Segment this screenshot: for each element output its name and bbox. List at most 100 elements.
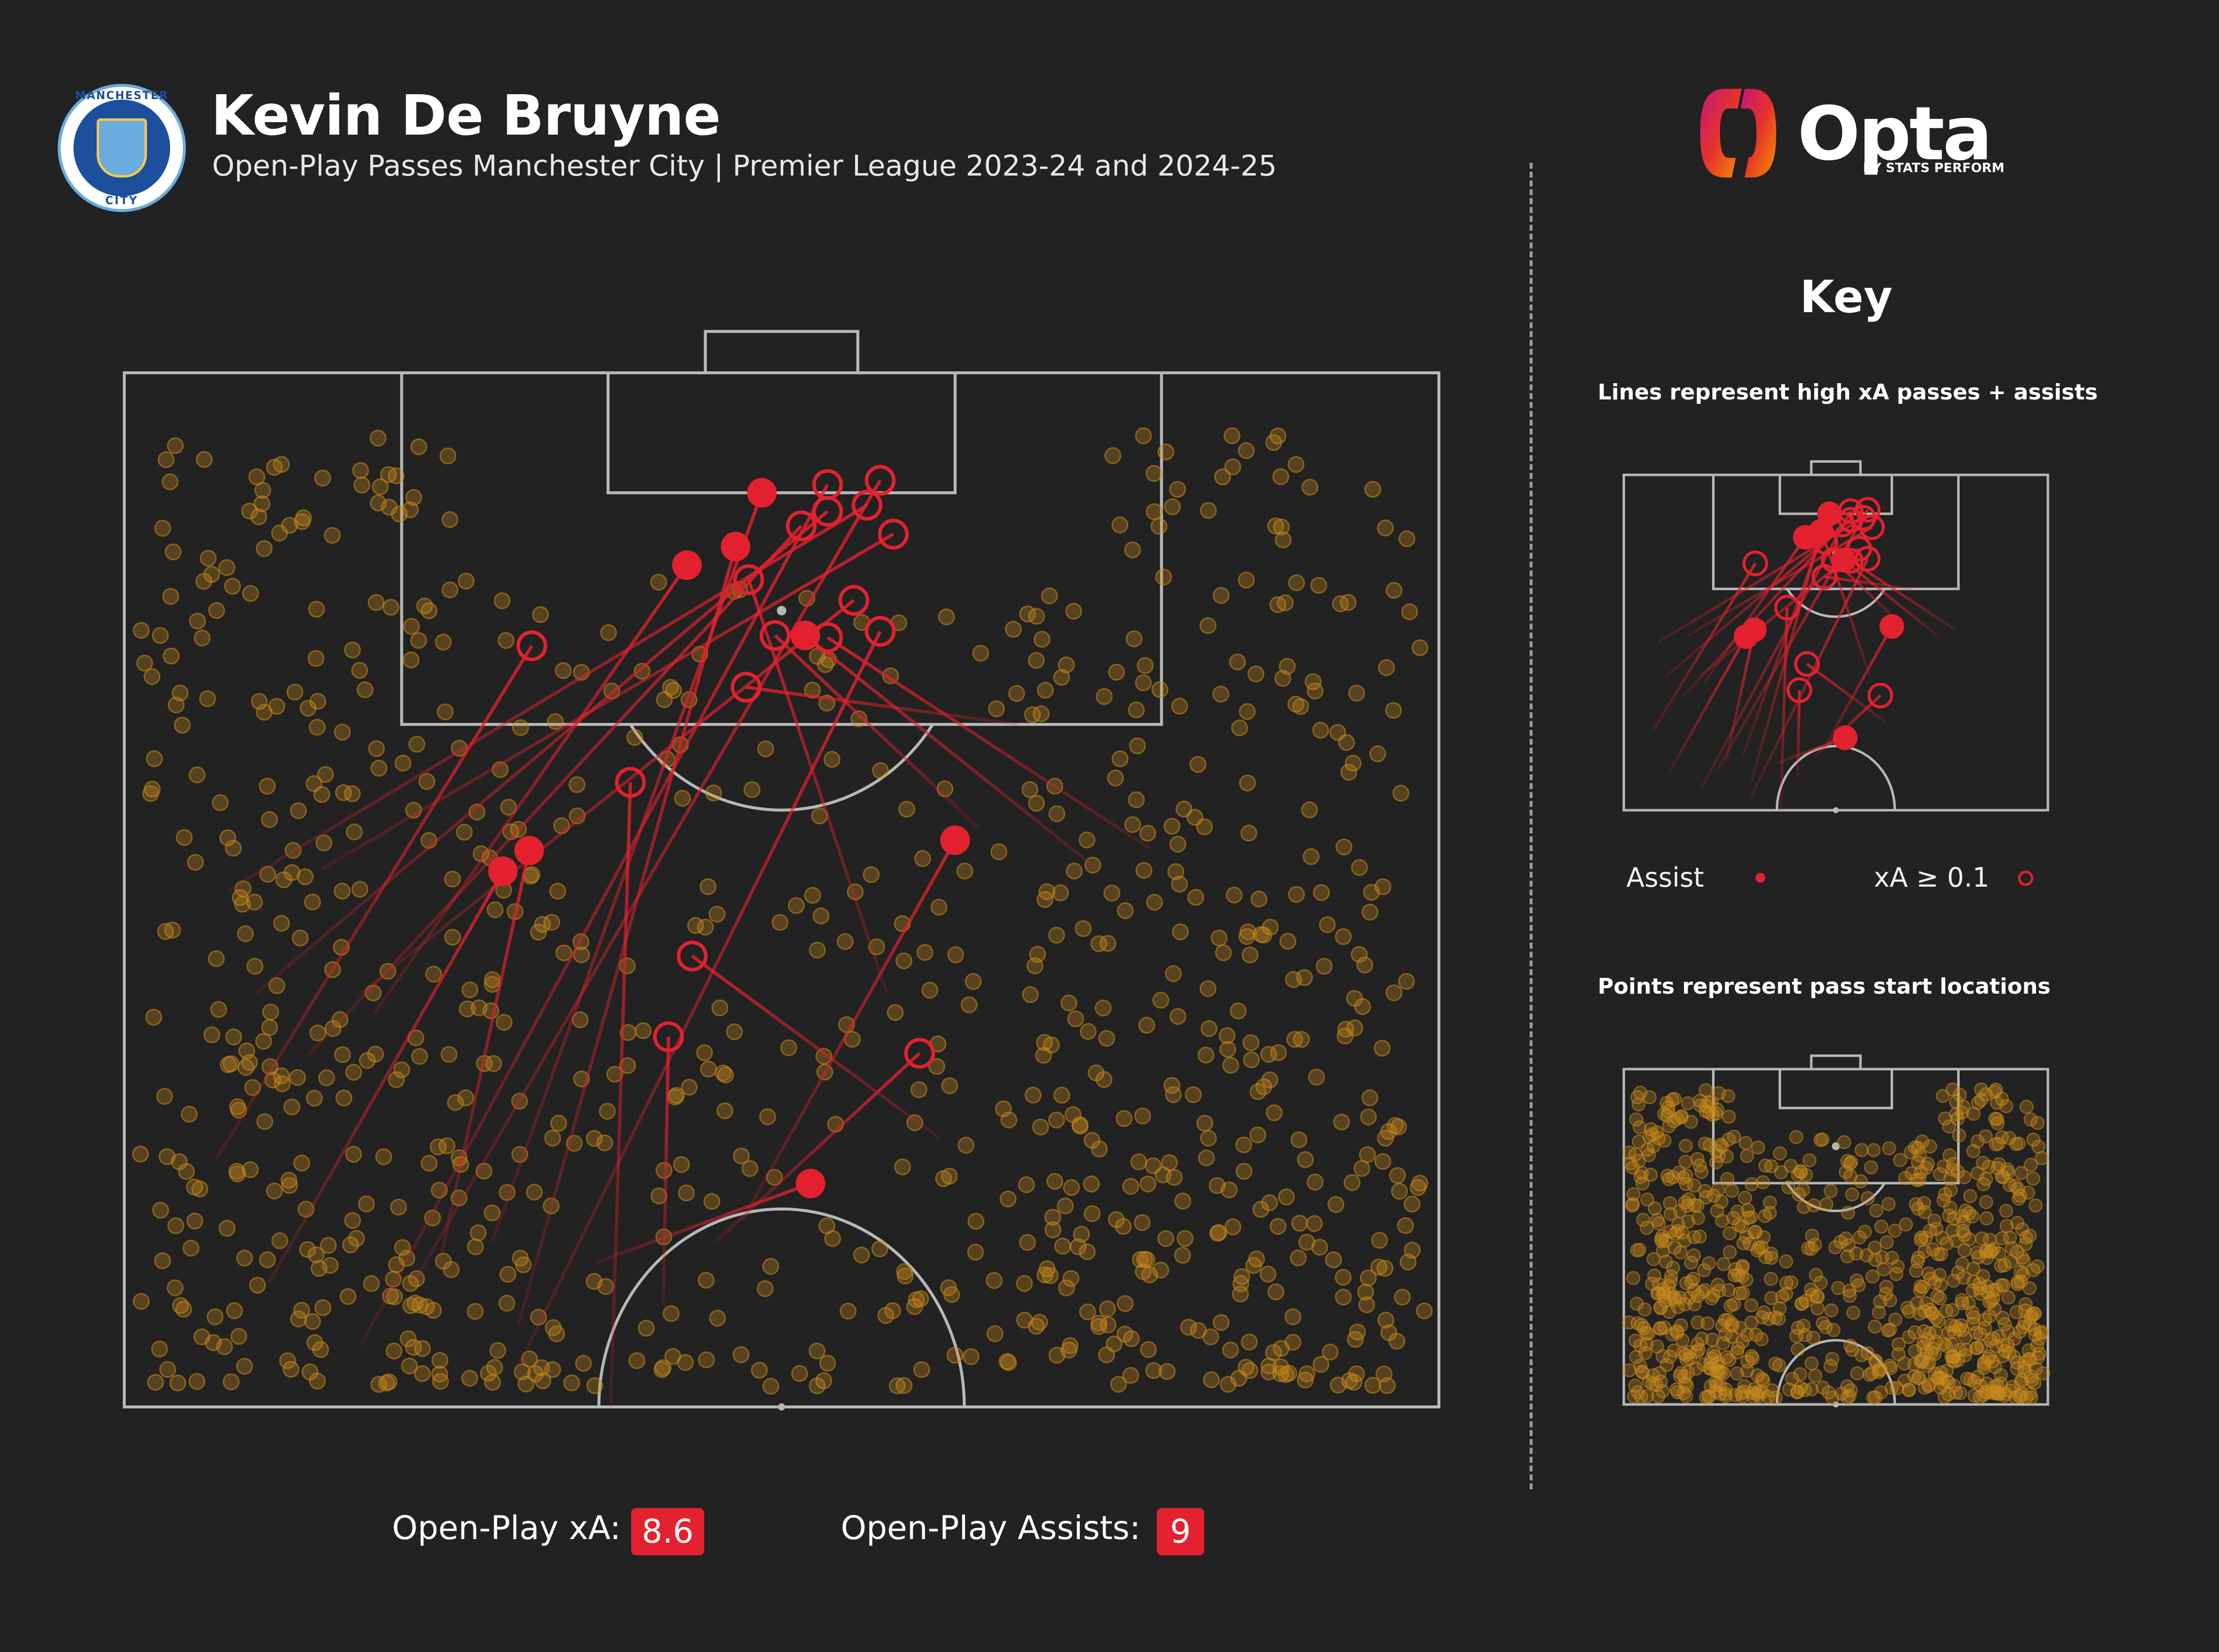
start-point [1740,1149,1754,1163]
start-point [351,881,368,898]
start-point [1269,427,1287,445]
start-point [1852,1230,1867,1245]
start-point [1755,1175,1770,1189]
start-point [1933,1380,1948,1395]
start-point [699,878,717,896]
start-point [283,864,301,881]
start-point [385,1342,403,1360]
start-point [289,1069,306,1086]
start-point [1670,1326,1684,1340]
start-point [1161,1154,1178,1171]
pass-line [1796,690,1801,777]
start-point [1730,1204,1745,1219]
start-point [1983,1244,1998,1258]
start-point [1373,1040,1391,1057]
start-point [1180,1319,1197,1336]
start-point [1962,1206,1976,1221]
start-point [457,1089,474,1107]
start-point [388,1071,405,1088]
start-point [425,966,442,983]
start-point [1212,685,1229,703]
start-point [1781,1180,1796,1195]
start-point [1052,884,1069,901]
start-point [1067,1010,1084,1028]
pass-line [746,685,1019,726]
goal [1810,1054,1862,1071]
start-point [1998,1389,2012,1403]
start-point [1213,1314,1230,1331]
start-point [1048,1112,1065,1129]
start-point [967,1244,984,1261]
pass-line [661,1037,671,1304]
start-point [1667,1091,1682,1106]
opta-logo-icon [1700,89,1776,178]
start-point [1639,1326,1654,1340]
start-point [1992,1329,2006,1344]
start-point [655,1162,673,1179]
start-point [410,632,427,649]
start-point [1327,1196,1345,1213]
start-point [1218,1027,1236,1044]
start-point [1124,541,1141,559]
start-point [1235,1136,1253,1153]
start-point [147,1374,164,1391]
start-point [1297,1151,1314,1168]
start-point [255,540,273,557]
start-point [666,1088,683,1106]
start-point [1929,1311,1943,1325]
start-point [1888,1312,1902,1327]
start-point [296,868,314,885]
start-point [1265,1344,1282,1361]
start-point [2026,1132,2040,1147]
pass-line [715,1052,921,1243]
start-point [1116,1295,1134,1312]
start-point [1735,1334,1750,1349]
start-point [1960,1371,1974,1386]
start-point [1732,1218,1746,1232]
start-point [335,784,352,801]
pass-markers [1733,497,1904,751]
start-point [1357,1284,1374,1301]
start-point [323,527,341,544]
crest-bottom-text: CITY [105,195,139,207]
start-point [1973,1287,1988,1301]
start-point [1343,1174,1361,1191]
start-point [1990,1112,2004,1126]
start-point [1672,1165,1686,1180]
start-point [187,854,204,871]
pass-start-points [132,427,1433,1395]
pass-line [1842,559,1939,637]
start-point [2009,1305,2024,1319]
start-point [1232,1286,1249,1303]
start-point [1334,1269,1352,1286]
start-point [677,1354,694,1371]
start-point [1979,1211,1994,1225]
start-point [152,1201,169,1219]
start-point [1979,1195,1994,1209]
start-point [1945,1303,1960,1317]
start-point [469,1224,487,1241]
start-point [1135,674,1152,691]
start-point [914,850,931,867]
assist-marker [720,532,751,562]
start-point [1954,1318,1968,1332]
start-point [1806,1330,1821,1345]
start-point [1306,1215,1323,1232]
start-point [1199,980,1217,997]
start-point [1008,685,1025,702]
start-point [910,1081,928,1098]
start-point [963,1348,980,1365]
start-point [1673,1368,1687,1383]
start-point [1348,684,1365,702]
start-point [378,1374,395,1392]
start-point [1078,1243,1096,1260]
start-point [1189,756,1207,773]
start-point [447,1094,464,1111]
start-point [1249,1126,1266,1144]
start-point [1996,1337,2010,1352]
start-point [635,1022,652,1040]
start-point [1999,1204,2013,1218]
start-point [1988,1360,2003,1374]
start-point [1293,1031,1310,1048]
start-point [1797,1383,1812,1398]
